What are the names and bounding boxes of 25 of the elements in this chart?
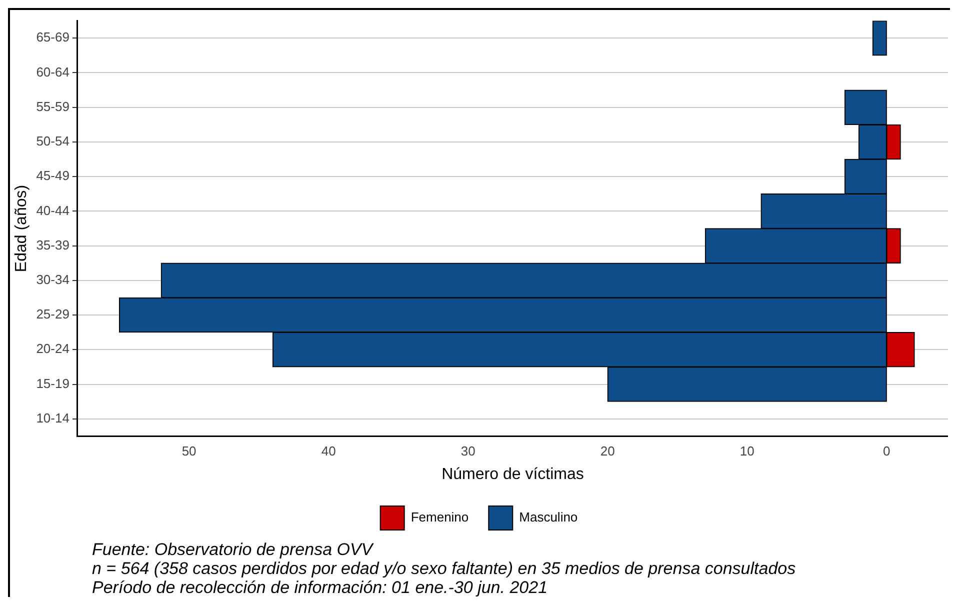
source-note: Fuente: Observatorio de prensa OVV (92, 540, 375, 559)
y-tick-label: 55-59 (36, 98, 70, 114)
y-tick-label: 40-44 (36, 202, 70, 218)
y-tick-label: 30-34 (36, 272, 70, 288)
y-tick-label: 45-49 (36, 168, 70, 184)
y-tick-label: 50-54 (36, 134, 70, 149)
legend-label: Masculino (519, 510, 578, 525)
y-tick-label: 35-39 (36, 237, 70, 252)
text: n = 564 (358 casos perdidos por edad y/o sexo faltante) en 35 medios de prensa consultados (92, 559, 797, 578)
x-tick-label: 0 (883, 444, 890, 459)
y-tick-label: 65-69 (36, 30, 70, 45)
y-tick-label: 15-19 (36, 376, 70, 391)
legend-label: Femenino (410, 510, 469, 525)
y-axis-title: Edad (años) (13, 184, 30, 272)
x-tick-label: 50 (182, 444, 196, 459)
y-tick-label: 60-64 (36, 64, 70, 80)
x-tick-label: 10 (740, 444, 754, 459)
y-tick-label: 10-14 (36, 410, 70, 426)
text: Período de recolección de información: 01 ene.-30 jun. 2021 (92, 578, 549, 597)
x-tick-label: 30 (460, 444, 476, 459)
y-tick-label: 25-29 (36, 306, 70, 322)
x-tick-label: 20 (600, 444, 615, 459)
x-axis-title: Número de víctimas (442, 466, 584, 483)
y-tick-label: 20-24 (36, 341, 70, 356)
x-tick-label: 40 (321, 444, 336, 459)
